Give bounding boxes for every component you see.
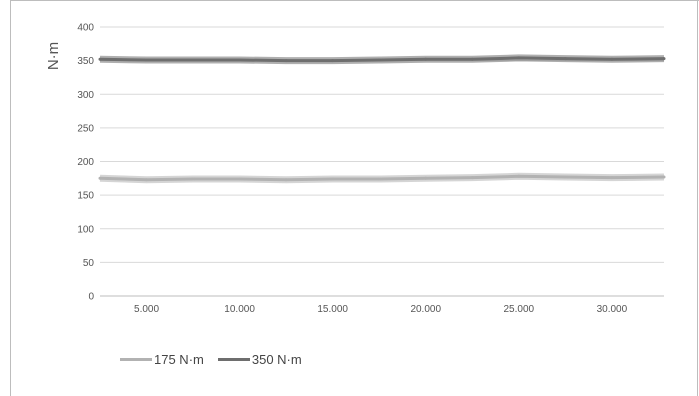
y-tick-label: 350 (77, 56, 94, 67)
x-tick-label: 15.000 (317, 304, 348, 315)
series-point-1 (191, 58, 195, 62)
series-point-0 (662, 175, 666, 179)
x-tick-label: 30.000 (597, 304, 628, 315)
series-point-1 (517, 56, 521, 60)
legend-label-175: 175 N·m (154, 352, 204, 367)
series-point-0 (470, 176, 474, 180)
series-point-1 (145, 58, 148, 62)
y-axis-label: N·m (45, 42, 62, 70)
y-tick-label: 0 (88, 292, 94, 303)
series-point-0 (563, 175, 567, 179)
y-tick-label: 50 (83, 258, 95, 269)
y-tick-label: 100 (77, 224, 94, 235)
y-axis-ticks: 0 50 100 150 200 250 300 350 400 (77, 23, 94, 303)
series-point-1 (610, 57, 614, 61)
y-tick-label: 150 (77, 191, 94, 202)
series-point-0 (424, 176, 428, 180)
series-group (98, 54, 666, 184)
series-point-0 (145, 178, 148, 182)
series-point-1 (662, 57, 666, 61)
series-point-1 (98, 57, 102, 61)
y-tick-label: 300 (77, 90, 94, 101)
series-point-0 (284, 178, 288, 182)
series-point-1 (331, 59, 335, 63)
series-point-1 (238, 58, 242, 62)
gridlines (100, 26, 664, 297)
series-point-0 (610, 176, 614, 180)
y-tick-label: 250 (77, 123, 94, 134)
chart-frame (10, 0, 698, 396)
x-axis-ticks: 5.000 10.000 15.000 20.000 25.000 30.000 (134, 304, 628, 315)
series-point-0 (377, 177, 381, 181)
series-point-1 (377, 58, 381, 62)
series-point-0 (331, 177, 335, 181)
series-point-0 (517, 174, 521, 178)
frame-top-border-left (10, 0, 42, 1)
series-point-0 (98, 176, 102, 180)
legend-label-350: 350 N·m (251, 352, 302, 367)
legend-item-350: 350 N·m (217, 352, 302, 367)
series-point-0 (238, 177, 242, 181)
legend-swatch-350 (217, 358, 250, 361)
series-point-1 (470, 57, 474, 61)
legend-item-175: 175 N·m (120, 352, 204, 367)
frame-top-border-right (42, 0, 699, 1)
x-tick-label: 20.000 (410, 304, 441, 315)
legend-swatch-175 (120, 358, 152, 361)
legend: 175 N·m 350 N·m (120, 352, 316, 367)
series-point-1 (563, 57, 567, 61)
y-tick-label: 200 (77, 157, 94, 168)
x-tick-label: 25.000 (504, 304, 535, 315)
series-point-1 (284, 59, 288, 63)
series-point-0 (191, 177, 195, 181)
y-tick-label: 400 (77, 23, 94, 34)
x-tick-label: 5.000 (134, 304, 159, 315)
x-tick-label: 10.000 (224, 304, 255, 315)
series-point-1 (424, 57, 428, 61)
